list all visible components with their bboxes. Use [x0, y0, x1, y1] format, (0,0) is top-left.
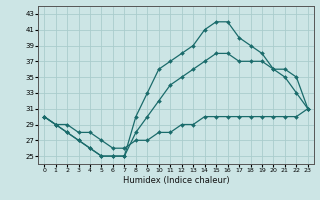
X-axis label: Humidex (Indice chaleur): Humidex (Indice chaleur) [123, 176, 229, 185]
